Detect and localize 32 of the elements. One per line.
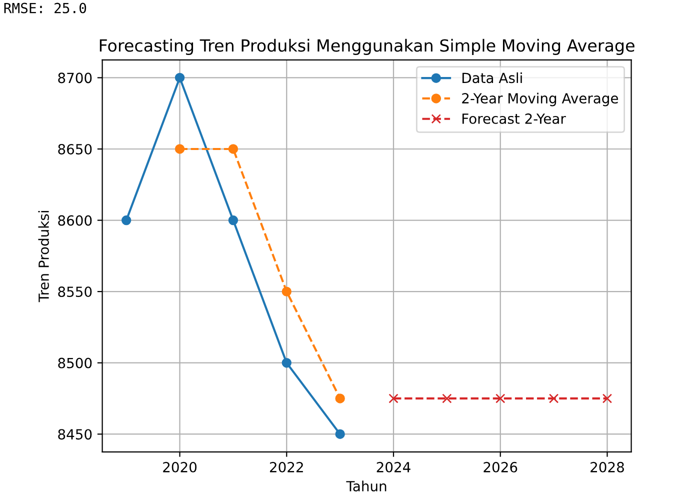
- y-axis-title: Tren Produksi: [38, 211, 49, 302]
- x-axis-title: Tahun: [346, 480, 386, 492]
- y-tick-label: 8700: [58, 72, 92, 84]
- point: [496, 394, 506, 404]
- x-tick-label: 2026: [484, 462, 518, 472]
- point: [228, 144, 238, 154]
- x-tick-label: 2020: [163, 462, 197, 472]
- x-tick-label: 2028: [590, 462, 624, 472]
- chart-title: Forecasting Tren Produksi Menggunakan Simple Moving Average: [100, 38, 634, 56]
- point: [121, 215, 132, 226]
- y-tick-label: 8500: [58, 358, 92, 368]
- point: [174, 144, 185, 154]
- point: [548, 394, 559, 404]
- point: [174, 72, 185, 83]
- y-tick-label: 8600: [58, 215, 92, 226]
- legend-label: 2-Year Moving Average: [462, 92, 618, 106]
- y-tick-label: 8550: [58, 286, 92, 298]
- y-tick-label: 8450: [58, 429, 92, 440]
- point: [228, 215, 238, 226]
- legend-label: Forecast 2-Year: [462, 113, 566, 124]
- point: [602, 394, 612, 404]
- x-tick-label: 2022: [270, 462, 303, 472]
- y-tick-label: 8650: [58, 144, 92, 154]
- legend-label: Data Asli: [462, 72, 522, 84]
- point: [335, 394, 345, 404]
- point: [282, 286, 292, 296]
- point: [388, 394, 398, 404]
- point: [442, 394, 452, 404]
- text: RMSE: 25.0: [4, 2, 86, 14]
- point: [335, 429, 345, 439]
- x-tick-label: 2024: [376, 462, 410, 472]
- point: [282, 358, 292, 368]
